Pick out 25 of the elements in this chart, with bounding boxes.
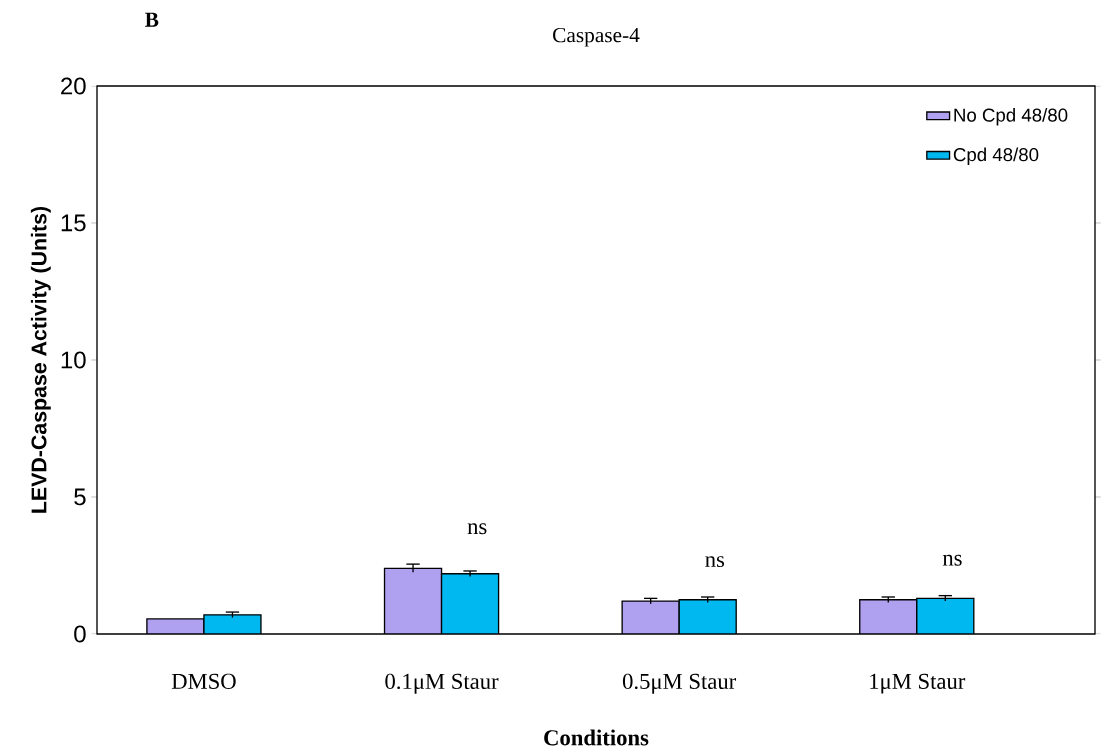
bar [203,614,262,634]
bar [383,567,443,634]
bar [678,599,737,634]
y-axis-title: LEVD-Caspase Activity (Units) [30,206,51,513]
x-axis-title: Conditions [544,729,649,746]
x-tick-label: DMSO [171,673,236,689]
y-tick-label: 20 [61,77,86,95]
x-tick-label: 1μM Staur [870,673,966,694]
bar [621,600,680,634]
annotation: ns [942,554,962,566]
annotation: ns [467,523,487,535]
y-tick-label: 5 [74,488,86,506]
y-tick-label: 0 [74,625,86,643]
x-tick-label: 0.1μM Staur [385,673,499,694]
y-tick-label: 15 [61,214,86,232]
bar [440,573,500,634]
text: B [145,12,159,27]
legend-label: No Cpd 48/80 [954,108,1068,126]
x-tick-label: 0.5μM Staur [622,673,737,694]
annotation: ns [705,556,725,568]
y-tick-label: 10 [61,351,86,369]
bar [916,597,975,634]
legend-label: Cpd 48/80 [953,147,1039,165]
bar [859,599,918,634]
chart-title: Caspase-4 [553,27,640,47]
